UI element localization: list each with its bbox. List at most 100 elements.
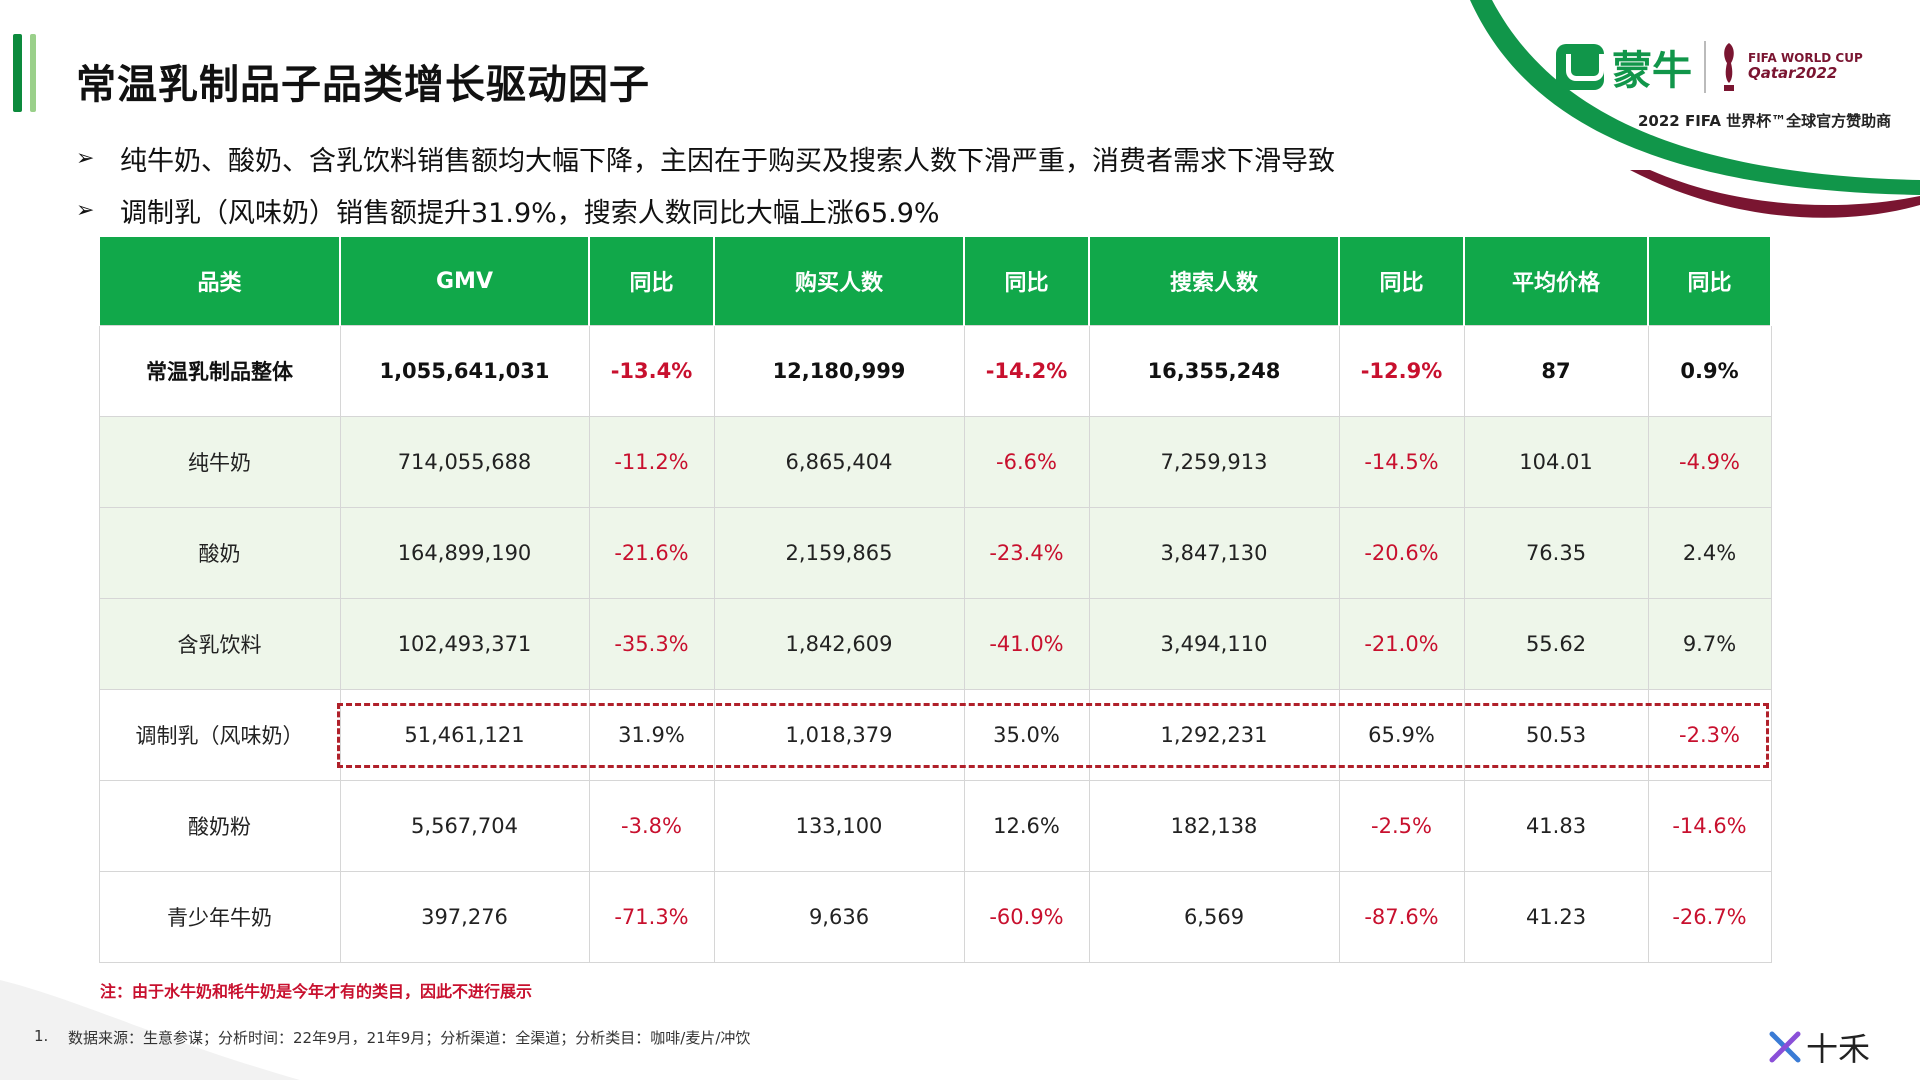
table-cell: -2.5% [1338,780,1465,872]
table-cell: 31.9% [588,689,715,781]
fifa-line1: FIFA WORLD CUP [1748,51,1863,66]
category-cell: 酸奶粉 [98,780,341,872]
header-avg-price-yoy: 同比 [1647,237,1772,326]
table-cell: -14.5% [1338,416,1465,508]
shihe-x-icon [1769,1031,1801,1063]
table-cell: 7,259,913 [1088,416,1340,508]
table-cell: 16,355,248 [1088,325,1340,417]
fifa-line2: Qatar2022 [1748,64,1838,83]
title-accent-bar-light [30,34,36,112]
bullet-item: ➢ 纯牛奶、酸奶、含乳饮料销售额均大幅下降，主因在于购买及搜索人数下滑严重，消费… [76,132,1335,184]
header-avg-price: 平均价格 [1463,237,1649,326]
shihe-logo: 十禾 [1768,1024,1870,1070]
page-title: 常温乳制品子品类增长驱动因子 [76,62,650,108]
footnote-note: 注：由于水牛奶和牦牛奶是今年才有的类目，因此不进行展示 [100,982,533,1001]
table-cell: -20.6% [1338,507,1465,599]
table-cell: 1,055,641,031 [339,325,590,417]
category-cell: 常温乳制品整体 [98,325,341,417]
data-source: 1. 数据来源：生意参谋；分析时间：22年9月，21年9月；分析渠道：全渠道；分… [34,1027,750,1048]
table-cell: -23.4% [963,507,1090,599]
shihe-logo-text: 十禾 [1806,1030,1871,1068]
table-cell: 6,569 [1088,871,1340,963]
table-cell: -11.2% [588,416,715,508]
table-cell: 164,899,190 [339,507,590,599]
table-cell: 397,276 [339,871,590,963]
brand-name: 蒙牛 [1612,48,1692,94]
table-cell: 87 [1463,325,1649,417]
table-cell: 41.83 [1463,780,1649,872]
table-cell: 12,180,999 [713,325,965,417]
header-searchers: 搜索人数 [1088,237,1340,326]
table-cell: -60.9% [963,871,1090,963]
table-cell: 3,847,130 [1088,507,1340,599]
table-cell: 9,636 [713,871,965,963]
bullet-text: 纯牛奶、酸奶、含乳饮料销售额均大幅下降，主因在于购买及搜索人数下滑严重，消费者需… [120,145,1335,177]
table-row: 纯牛奶 714,055,688 -11.2% 6,865,404 -6.6% 7,259,… [98,416,1772,508]
table-cell: 0.9% [1647,325,1772,417]
category-cell: 青少年牛奶 [98,871,341,963]
category-cell: 酸奶 [98,507,341,599]
header-category: 品类 [98,237,341,326]
bullet-text: 调制乳（风味奶）销售额提升31.9%，搜索人数同比大幅上涨65.9% [120,197,940,229]
table-row: 含乳饮料 102,493,371 -35.3% 1,842,609 -41.0% 3,49… [98,598,1772,690]
category-cell: 调制乳（风味奶） [98,689,341,781]
header-searchers-yoy: 同比 [1338,237,1465,326]
table-row-total: 常温乳制品整体 1,055,641,031 -13.4% 12,180,999 -14.… [98,325,1772,417]
table-cell: -12.9% [1338,325,1465,417]
table-cell: -14.2% [963,325,1090,417]
table-row: 调制乳（风味奶） 51,461,121 31.9% 1,018,379 35.0% 1,2… [98,689,1772,781]
table-cell: 51,461,121 [339,689,590,781]
table-cell: 65.9% [1338,689,1465,781]
table-cell: 104.01 [1463,416,1649,508]
table-cell: -71.3% [588,871,715,963]
table-row: 酸奶 164,899,190 -21.6% 2,159,865 -23.4% 3,847,… [98,507,1772,599]
table-row: 青少年牛奶 397,276 -71.3% 9,636 -60.9% 6,569 -87.6%… [98,871,1772,963]
table-cell: 133,100 [713,780,965,872]
table-cell: -3.8% [588,780,715,872]
table-cell: -21.6% [588,507,715,599]
category-growth-table: 品类 GMV 同比 购买人数 同比 搜索人数 同比 平均价格 同比 常温乳制品整… [98,237,1772,963]
header-buyers-yoy: 同比 [963,237,1090,326]
category-cell: 含乳饮料 [98,598,341,690]
world-cup-trophy-icon [1724,43,1734,91]
decorative-swoosh-bottom [0,980,300,1080]
table-cell: -13.4% [588,325,715,417]
table-cell: 6,865,404 [713,416,965,508]
table-cell: 76.35 [1463,507,1649,599]
table-cell: -6.6% [963,416,1090,508]
table-cell: -21.0% [1338,598,1465,690]
table-cell: 2.4% [1647,507,1772,599]
logo-divider [1704,41,1706,93]
mengniu-logo-icon [1556,44,1604,90]
table-cell: -4.9% [1647,416,1772,508]
source-number: 1. [34,1027,49,1045]
table-cell: 2,159,865 [713,507,965,599]
table-header-row: 品类 GMV 同比 购买人数 同比 搜索人数 同比 平均价格 同比 [98,237,1772,326]
table-cell: 182,138 [1088,780,1340,872]
brand-swoosh-graphic [1470,0,1920,218]
table-cell: 714,055,688 [339,416,590,508]
table-cell: -26.7% [1647,871,1772,963]
bullet-list: ➢ 纯牛奶、酸奶、含乳饮料销售额均大幅下降，主因在于购买及搜索人数下滑严重，消费… [76,132,1335,236]
table-cell: 1,292,231 [1088,689,1340,781]
header-gmv: GMV [339,237,590,326]
header-gmv-yoy: 同比 [588,237,715,326]
arrow-bullet-icon: ➢ [76,145,95,171]
table-cell: 9.7% [1647,598,1772,690]
table-cell: 50.53 [1463,689,1649,781]
table-cell: 3,494,110 [1088,598,1340,690]
table-cell: -87.6% [1338,871,1465,963]
table-cell: 41.23 [1463,871,1649,963]
sponsor-text: 2022 FIFA 世界杯™全球官方赞助商 [1638,112,1892,130]
brand-logo: 蒙牛 FIFA WORLD CUP Qatar2022 [1556,38,1863,96]
table-cell: -35.3% [588,598,715,690]
table-cell: 12.6% [963,780,1090,872]
title-accent-bar [13,34,22,112]
table-cell: 102,493,371 [339,598,590,690]
table-cell: -14.6% [1647,780,1772,872]
category-table-container: 品类 GMV 同比 购买人数 同比 搜索人数 同比 平均价格 同比 常温乳制品整… [98,237,1772,963]
bullet-item: ➢ 调制乳（风味奶）销售额提升31.9%，搜索人数同比大幅上涨65.9% [76,184,1335,236]
source-text: 数据来源：生意参谋；分析时间：22年9月，21年9月；分析渠道：全渠道；分析类目… [68,1029,751,1047]
category-cell: 纯牛奶 [98,416,341,508]
arrow-bullet-icon: ➢ [76,197,95,223]
